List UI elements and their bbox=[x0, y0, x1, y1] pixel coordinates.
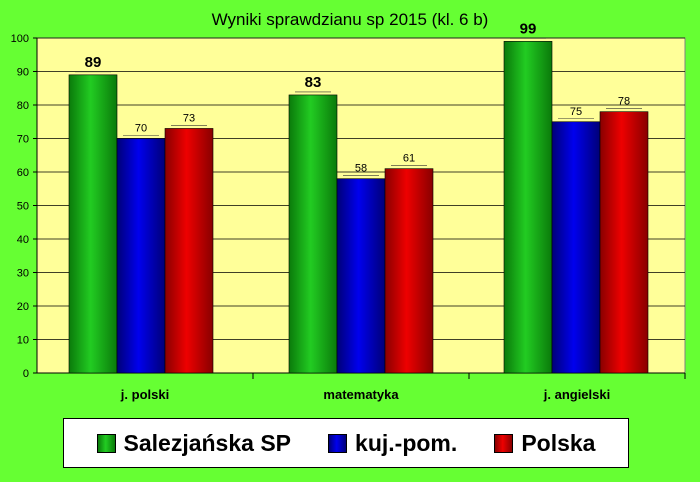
x-tick-label-1: matematyka bbox=[323, 387, 399, 402]
bar-2-2 bbox=[599, 111, 649, 374]
bar-2-0 bbox=[164, 128, 214, 374]
bar-2-1 bbox=[384, 168, 434, 374]
legend: Salezjańska SP kuj.-pom. Polska bbox=[63, 418, 629, 468]
x-tick-label-0: j. polski bbox=[120, 387, 169, 402]
legend-swatch-polska bbox=[494, 433, 514, 453]
y-tick-label-10: 10 bbox=[17, 335, 29, 347]
y-tick-label-40: 40 bbox=[17, 234, 29, 246]
data-label-1-1: 58 bbox=[355, 163, 367, 175]
data-label-2-0: 73 bbox=[183, 112, 195, 124]
data-label-1-2: 75 bbox=[570, 106, 582, 118]
legend-item-kuj-pom: kuj.-pom. bbox=[328, 430, 457, 457]
y-tick-label-90: 90 bbox=[17, 67, 29, 79]
legend-label-salezjanska: Salezjańska SP bbox=[123, 429, 292, 456]
legend-label-kuj-pom: kuj.-pom. bbox=[355, 429, 458, 456]
legend-item-polska: Polska bbox=[494, 430, 595, 457]
y-tick-label-20: 20 bbox=[17, 301, 29, 313]
legend-item-salezjanska: Salezjańska SP bbox=[96, 429, 292, 457]
bar-0-1 bbox=[288, 94, 338, 374]
y-tick-label-60: 60 bbox=[17, 167, 29, 179]
data-label-1-0: 70 bbox=[135, 123, 147, 135]
bar-0-2 bbox=[503, 41, 553, 374]
bar-1-2 bbox=[551, 121, 601, 374]
y-tick-label-50: 50 bbox=[17, 201, 29, 213]
y-tick-label-100: 100 bbox=[11, 33, 29, 45]
y-tick-label-30: 30 bbox=[17, 268, 29, 280]
y-tick-label-70: 70 bbox=[17, 134, 29, 146]
data-label-2-2: 78 bbox=[618, 96, 630, 108]
y-tick-label-80: 80 bbox=[17, 100, 29, 112]
y-tick-label-0: 0 bbox=[23, 368, 29, 380]
bar-1-1 bbox=[336, 178, 386, 374]
bar-1-0 bbox=[116, 138, 166, 374]
data-label-0-2: 99 bbox=[520, 20, 537, 37]
x-tick-label-2: j. angielski bbox=[543, 387, 610, 402]
bar-0-0 bbox=[68, 74, 118, 374]
legend-swatch-kuj-pom bbox=[328, 433, 348, 453]
legend-swatch-salezjanska bbox=[96, 433, 116, 453]
data-label-0-0: 89 bbox=[85, 54, 102, 71]
chart-title: Wyniki sprawdzianu sp 2015 (kl. 6 b) bbox=[211, 10, 489, 29]
data-label-0-1: 83 bbox=[305, 74, 322, 91]
data-label-2-1: 61 bbox=[403, 153, 415, 165]
legend-label-polska: Polska bbox=[521, 429, 596, 456]
